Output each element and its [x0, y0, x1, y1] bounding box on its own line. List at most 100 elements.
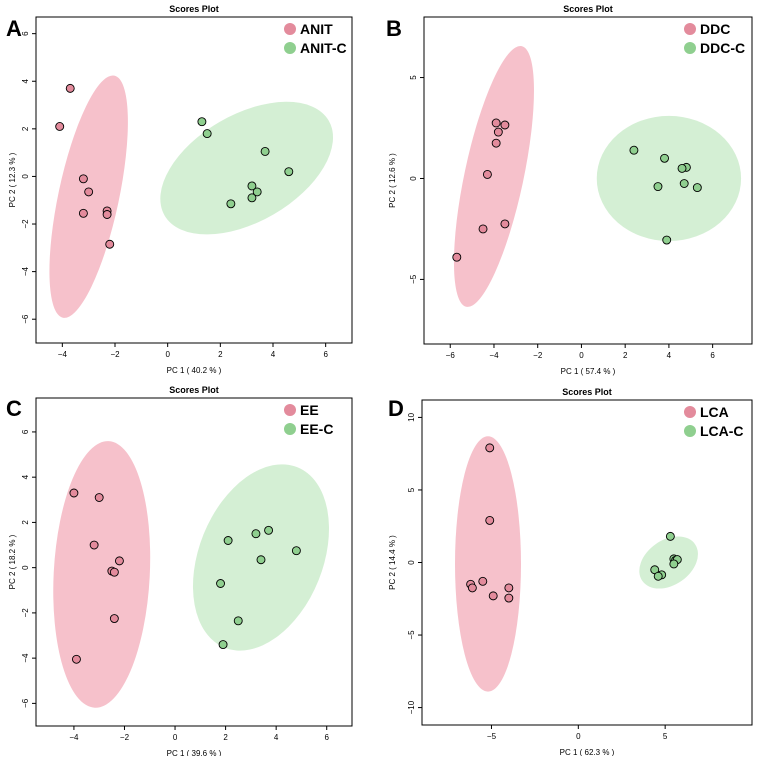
data-point-anit-5: [78, 208, 88, 218]
data-point-anit-c-1: [197, 117, 207, 127]
data-point-lca-c-1: [665, 531, 675, 541]
data-point-ddc-c-4: [677, 163, 687, 173]
x-axis-label: PC 1 ( 40.2 % ): [167, 366, 222, 375]
x-tick-label: −2: [120, 733, 130, 742]
chart-title: Scores Plot: [562, 387, 612, 397]
data-point-ddc-c-8: [662, 235, 672, 245]
chart-title: Scores Plot: [169, 385, 219, 395]
data-point-lca-c-8: [653, 571, 663, 581]
legend-marker-ddc-c: [684, 42, 696, 54]
data-point-ee-1: [69, 488, 79, 498]
data-point-anit-c-7: [247, 193, 257, 203]
data-point-ee-c-7: [233, 616, 243, 626]
data-point-ee-c-4: [291, 546, 301, 556]
legend-label-ddc-c: DDC-C: [700, 40, 745, 56]
data-point-lca-7: [504, 583, 514, 593]
y-tick-label: 0: [21, 565, 30, 570]
confidence-ellipse-lca: [455, 436, 521, 692]
panel-letter-b: B: [386, 16, 402, 41]
legend: DDC DDC-C: [684, 21, 745, 56]
data-point-ddc-1: [491, 118, 501, 128]
data-point-ee-c-2: [251, 529, 261, 539]
y-tick-label: 10: [407, 412, 416, 421]
y-tick-label: 5: [409, 75, 418, 80]
data-point-anit-c-6: [252, 187, 262, 197]
x-tick-label: 4: [667, 351, 672, 360]
x-axis-label: PC 1 ( 57.4 % ): [561, 367, 616, 376]
x-tick-label: 0: [173, 733, 178, 742]
ellipse-layer: [49, 75, 334, 318]
data-point-ddc-c-5: [679, 179, 689, 188]
confidence-ellipse-anit-c: [160, 101, 334, 235]
data-point-ddc-c-1: [629, 145, 639, 155]
x-tick-label: 6: [323, 350, 328, 359]
x-tick-label: −2: [533, 351, 543, 360]
y-tick-label: −10: [407, 700, 416, 714]
y-tick-label: 6: [21, 31, 30, 36]
data-point-ee-8: [71, 654, 81, 664]
y-axis-label: PC 2 ( 12.3 % ): [8, 152, 17, 207]
data-point-anit-c-8: [226, 199, 236, 209]
data-point-ee-4: [114, 556, 124, 566]
y-axis-label: PC 2 ( 12.6 % ): [388, 153, 397, 208]
scores-plot-lca: D −5 0 5 −10 −5 0 5 10 Scores Plot PC 1 ( 62.3 % …: [380, 378, 761, 757]
legend-marker-anit: [284, 23, 296, 35]
y-tick-label: −4: [21, 653, 30, 663]
chart-title: Scores Plot: [563, 4, 613, 14]
data-point-ee-c-1: [223, 536, 233, 545]
data-point-ee-7: [109, 614, 119, 624]
x-tick-label: 6: [324, 733, 329, 742]
y-tick-label: −6: [21, 698, 30, 708]
data-point-ee-c-3: [264, 525, 274, 535]
data-point-lca-8: [504, 593, 514, 603]
y-tick-label: 0: [21, 174, 30, 179]
y-tick-label: 0: [409, 176, 418, 181]
confidence-ellipse-ddc-c: [596, 115, 742, 242]
data-point-anit-8: [105, 239, 115, 249]
y-tick-label: −4: [21, 267, 30, 277]
y-tick-label: 2: [21, 126, 30, 131]
legend-label-lca: LCA: [700, 404, 729, 420]
legend-label-ddc: DDC: [700, 21, 730, 37]
data-point-lca-1: [485, 443, 495, 453]
legend-marker-ee-c: [284, 423, 296, 435]
legend: ANIT ANIT-C: [284, 21, 347, 56]
data-point-anit-c-2: [202, 129, 212, 139]
ellipse-layer: [53, 441, 330, 708]
data-point-anit-c-3: [260, 146, 270, 156]
data-point-lca-6: [488, 591, 498, 601]
x-tick-label: −4: [489, 351, 499, 360]
data-point-ddc-3: [493, 127, 503, 137]
data-point-anit-1: [65, 83, 75, 93]
data-point-ee-6: [109, 567, 119, 577]
x-tick-label: 2: [218, 350, 223, 359]
data-point-lca-2: [485, 515, 495, 525]
y-tick-label: 0: [407, 560, 416, 565]
ellipse-layer: [453, 46, 742, 307]
y-tick-label: 5: [407, 487, 416, 492]
data-point-lca-4: [467, 583, 477, 593]
x-tick-label: 0: [576, 732, 581, 741]
plot-frame: [35, 16, 353, 344]
legend-label-anit-c: ANIT-C: [300, 40, 347, 56]
y-tick-label: 2: [21, 520, 30, 525]
confidence-ellipse-anit: [49, 75, 128, 318]
x-tick-label: −4: [58, 350, 68, 359]
legend-label-anit: ANIT: [300, 21, 333, 37]
x-tick-label: 2: [623, 351, 628, 360]
x-tick-label: 4: [271, 350, 276, 359]
data-point-ee-2: [94, 493, 104, 502]
y-axis-label: PC 2 ( 14.4 % ): [388, 535, 397, 590]
y-tick-label: −5: [407, 630, 416, 640]
data-point-ddc-5: [482, 169, 492, 179]
x-axis-label: PC 1 ( 39.6 % ): [167, 749, 222, 756]
y-tick-label: −6: [21, 314, 30, 324]
data-point-ddc-2: [500, 120, 510, 130]
y-tick-label: −2: [21, 608, 30, 618]
legend-label-ee: EE: [300, 402, 319, 418]
data-point-ddc-c-7: [692, 183, 702, 193]
data-point-ddc-8: [452, 252, 462, 262]
legend: EE EE-C: [284, 402, 333, 437]
data-point-anit-2: [55, 122, 65, 131]
legend-marker-ddc: [684, 23, 696, 35]
